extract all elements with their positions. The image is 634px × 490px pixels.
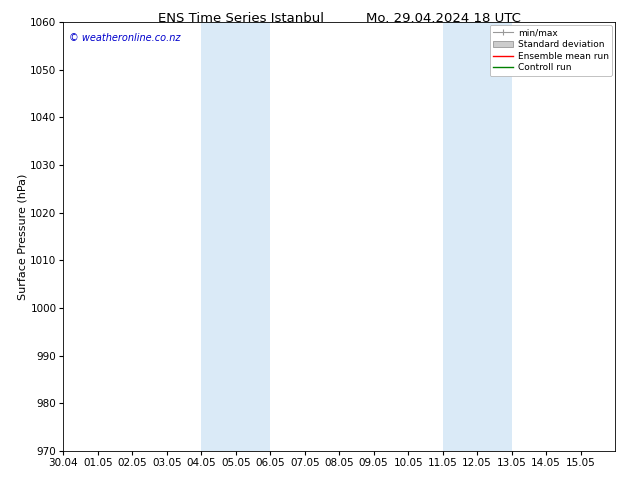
Text: © weatheronline.co.nz: © weatheronline.co.nz bbox=[69, 33, 181, 43]
Text: ENS Time Series Istanbul: ENS Time Series Istanbul bbox=[158, 12, 324, 25]
Text: Mo. 29.04.2024 18 UTC: Mo. 29.04.2024 18 UTC bbox=[366, 12, 521, 25]
Y-axis label: Surface Pressure (hPa): Surface Pressure (hPa) bbox=[17, 173, 27, 299]
Bar bbox=[202, 22, 270, 451]
Legend: min/max, Standard deviation, Ensemble mean run, Controll run: min/max, Standard deviation, Ensemble me… bbox=[489, 25, 612, 76]
Bar bbox=[443, 22, 512, 451]
